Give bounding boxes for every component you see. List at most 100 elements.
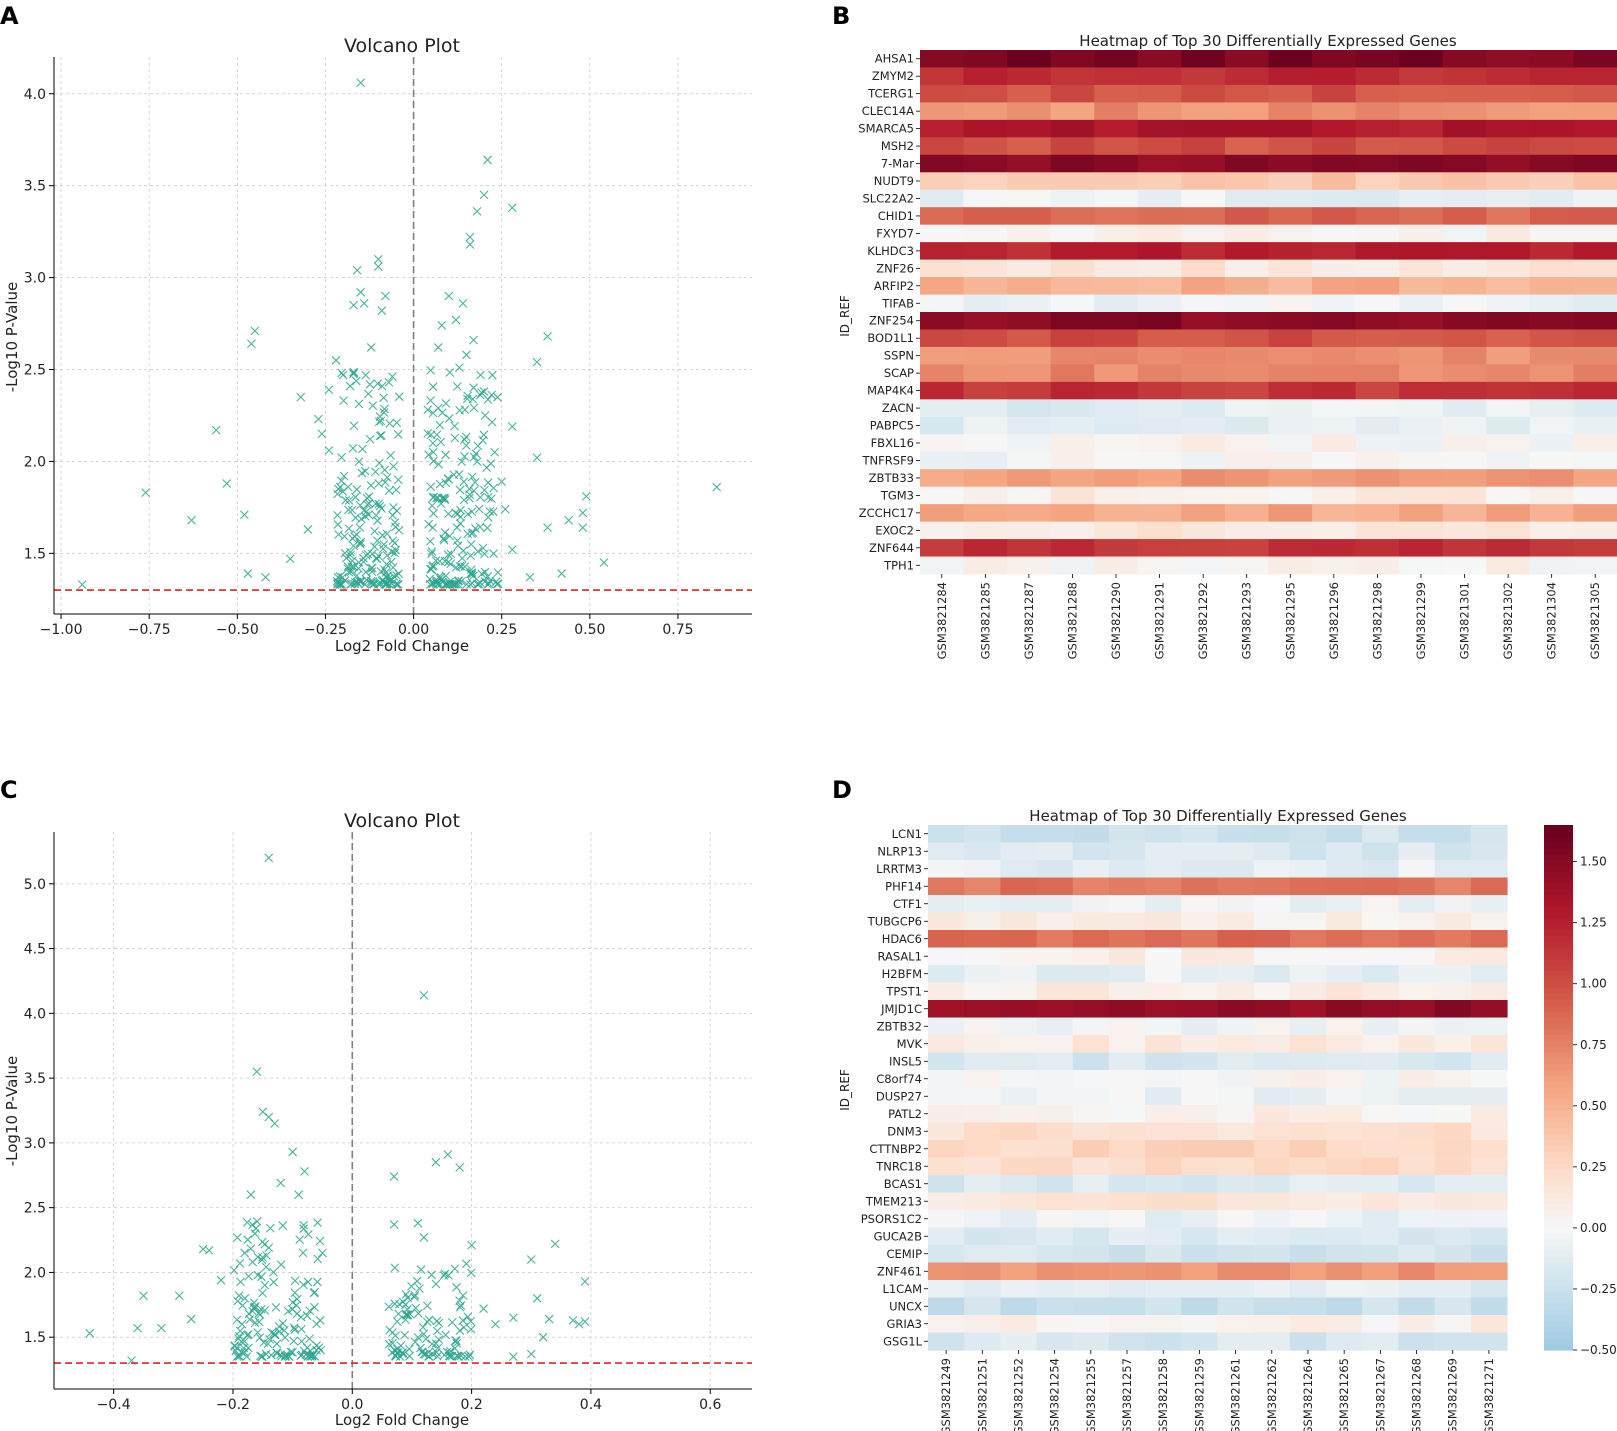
heatmap-cell xyxy=(1036,1297,1074,1316)
column-label: GSM3821258 xyxy=(1156,1358,1170,1431)
heatmap-cell xyxy=(1399,67,1444,86)
heatmap-cell xyxy=(1399,521,1444,540)
x-tick-label: −0.75 xyxy=(128,622,171,638)
data-point xyxy=(333,578,343,588)
x-tick-label: 0.00 xyxy=(398,622,429,638)
heatmap-cell xyxy=(1036,1087,1074,1106)
heatmap-cell xyxy=(1355,294,1400,313)
heatmap-cell xyxy=(1529,50,1575,69)
heatmap-cell xyxy=(1434,1070,1472,1089)
heatmap-cell xyxy=(1217,1227,1255,1246)
heatmap-cell xyxy=(1442,416,1487,435)
panel-label-c: C xyxy=(0,776,18,804)
heatmap-cell xyxy=(1529,277,1575,296)
heatmap-cell xyxy=(1289,1175,1327,1194)
heatmap-cell xyxy=(1442,381,1487,400)
heatmap-cell xyxy=(1289,1245,1327,1264)
data-point xyxy=(344,496,354,505)
heatmap-cell xyxy=(1000,1070,1038,1089)
heatmap-cell xyxy=(1442,189,1487,208)
data-point xyxy=(352,485,362,494)
heatmap-cell xyxy=(1362,1245,1400,1264)
data-point xyxy=(508,1352,518,1362)
heatmap-cell xyxy=(1094,207,1139,226)
heatmap-cell xyxy=(1398,1140,1436,1159)
heatmap-cell xyxy=(1268,504,1313,523)
heatmap-cell xyxy=(1442,346,1487,365)
data-point xyxy=(507,203,517,213)
heatmap-cell xyxy=(1355,416,1400,435)
heatmap-cell xyxy=(1181,434,1226,453)
heatmap-cell xyxy=(1000,825,1038,844)
heatmap-cell xyxy=(1312,364,1357,383)
row-label: L1CAM xyxy=(882,1282,922,1296)
data-point xyxy=(351,376,361,386)
column-label: GSM3821291 xyxy=(1153,582,1167,659)
heatmap-cell xyxy=(920,556,965,575)
row-label: PHF14 xyxy=(885,879,922,893)
heatmap-cell xyxy=(1434,877,1472,896)
heatmap-cell xyxy=(1050,172,1095,191)
heatmap-cell xyxy=(1224,381,1270,400)
row-label: CHID1 xyxy=(878,209,914,223)
colorbar-segment xyxy=(1544,1040,1573,1048)
heatmap-cell xyxy=(1137,84,1182,103)
row-label: CTF1 xyxy=(893,897,922,911)
heatmap-cell xyxy=(1224,189,1270,208)
heatmap-cell xyxy=(1000,1210,1038,1229)
heatmap-cell xyxy=(1224,119,1270,138)
heatmap-cell xyxy=(1007,224,1052,243)
heatmap-cell xyxy=(1268,154,1313,173)
data-point xyxy=(389,1172,399,1181)
heatmap-cell xyxy=(1217,860,1255,879)
data-point xyxy=(381,580,391,589)
column-label: GSM3821299 xyxy=(1414,582,1428,659)
data-point xyxy=(346,579,356,589)
heatmap-cell xyxy=(1217,947,1255,966)
heatmap-cell xyxy=(1362,1192,1400,1211)
heatmap-cell xyxy=(1573,416,1617,435)
heatmap-cell xyxy=(1108,930,1146,949)
heatmap-cell xyxy=(1326,877,1363,896)
heatmap-cell xyxy=(1326,1017,1363,1036)
column-labels: GSM3821249 GSM3821251 GSM3821252 GSM3821254… xyxy=(939,1350,1496,1431)
heatmap-cell xyxy=(920,50,965,69)
heatmap-cell xyxy=(1036,842,1074,861)
heatmap-cell xyxy=(1050,451,1095,470)
heatmap-cell xyxy=(1072,877,1110,896)
heatmap-cell xyxy=(1253,912,1291,931)
heatmap-cell xyxy=(1434,895,1472,914)
heatmap-cell xyxy=(1217,1245,1255,1264)
heatmap-cell xyxy=(1181,381,1226,400)
heatmap-cell xyxy=(928,1210,965,1229)
heatmap-cell xyxy=(1181,1315,1219,1334)
heatmap-cell xyxy=(1036,1245,1074,1264)
heatmap-cell xyxy=(928,877,965,896)
data-point xyxy=(313,1218,322,1228)
data-point xyxy=(463,1312,473,1322)
data-point xyxy=(488,507,498,517)
heatmap-cell xyxy=(920,224,965,243)
data-point xyxy=(359,506,369,515)
colorbar-segment xyxy=(1544,1256,1573,1264)
heatmap-cell xyxy=(1137,521,1182,540)
heatmap-cell xyxy=(920,137,965,156)
colorbar-segment xyxy=(1544,1291,1573,1299)
heatmap-cell xyxy=(1442,312,1487,331)
heatmap-cell xyxy=(1362,1140,1400,1159)
column-label: GSM3821296 xyxy=(1327,582,1341,659)
data-point xyxy=(532,1293,542,1303)
row-label: KLHDC3 xyxy=(867,244,914,258)
data-point xyxy=(443,550,453,560)
heatmap-cell xyxy=(1108,1175,1146,1194)
heatmap-cell xyxy=(1108,895,1146,914)
heatmap-cell xyxy=(1181,965,1219,984)
row-label: TPH1 xyxy=(883,558,914,572)
heatmap-cell xyxy=(1486,102,1531,121)
heatmap-cell xyxy=(1217,912,1255,931)
colorbar-segment xyxy=(1544,1303,1573,1310)
heatmap-cell xyxy=(1072,1017,1110,1036)
heatmap-cell xyxy=(1007,137,1052,156)
data-point xyxy=(335,482,345,492)
heatmap-cell xyxy=(1398,1070,1436,1089)
